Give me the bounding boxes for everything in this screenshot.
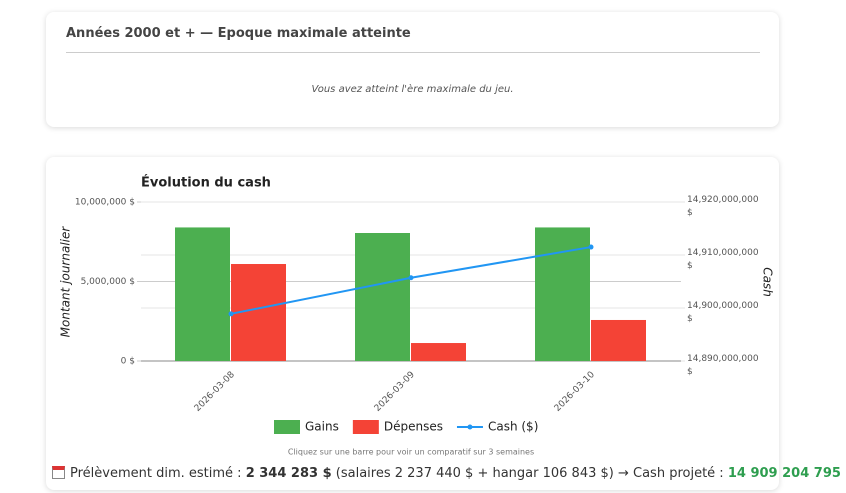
message: Vous avez atteint l'ère maximale du jeu. (311, 84, 514, 95)
footer-amount: 2 344 283 $ (245, 466, 332, 481)
footer: Prélèvement dim. estimé : 2 344 283 $ (s… (52, 466, 846, 481)
bar[interactable] (535, 227, 590, 361)
y-axis-title: Montant journalier (59, 226, 73, 338)
line-point (408, 275, 414, 281)
footer-projected: 14 909 204 795 $ (727, 466, 846, 481)
bar[interactable] (355, 233, 410, 361)
legend-swatch-dot[interactable] (467, 424, 473, 430)
line-point (588, 244, 594, 250)
footer-projected-label: Cash projeté : (633, 466, 724, 481)
era-card: Années 2000 et + — Epoque maximale attei… (46, 12, 779, 127)
y-tick-label: 5,000,000 $ (81, 277, 135, 287)
chart-title: Évolution du cash (141, 175, 271, 191)
x-tick-label: 2026-03-08 (193, 370, 237, 414)
divider (66, 52, 760, 53)
legend-swatch[interactable] (274, 420, 300, 434)
bar[interactable] (411, 343, 466, 361)
x-tick-label: 2026-03-10 (553, 370, 597, 414)
footer-detail: (salaires 2 237 440 $ + hangar 106 843 $… (335, 466, 629, 481)
y-tick-label: 10,000,000 $ (75, 198, 135, 208)
y-tick-label: 0 $ (121, 357, 135, 367)
chart-card (46, 157, 779, 490)
y2-axis-title: Cash (761, 267, 775, 297)
footer-label: Prélèvement dim. estimé : (70, 466, 242, 481)
y2-tick-label: 14,900,000,000 $ (687, 301, 759, 324)
y2-tick-label: 14,910,000,000 $ (687, 248, 759, 271)
calendar-icon (52, 466, 65, 479)
bar[interactable] (591, 319, 646, 361)
card-title: Années 2000 et + — Epoque maximale attei… (66, 26, 411, 41)
bar[interactable] (175, 227, 230, 361)
legend-label[interactable]: Gains (305, 420, 339, 434)
chart-note: Cliquez sur une barre pour voir un compa… (288, 448, 534, 457)
legend-swatch[interactable] (352, 420, 379, 434)
line-point (228, 311, 234, 317)
legend-label[interactable]: Cash ($) (488, 420, 538, 434)
y2-tick-label: 14,890,000,000 $ (687, 354, 759, 377)
legend-label[interactable]: Dépenses (384, 420, 443, 434)
x-tick-label: 2026-03-09 (373, 370, 417, 414)
y2-tick-label: 14,920,000,000 $ (687, 195, 759, 218)
